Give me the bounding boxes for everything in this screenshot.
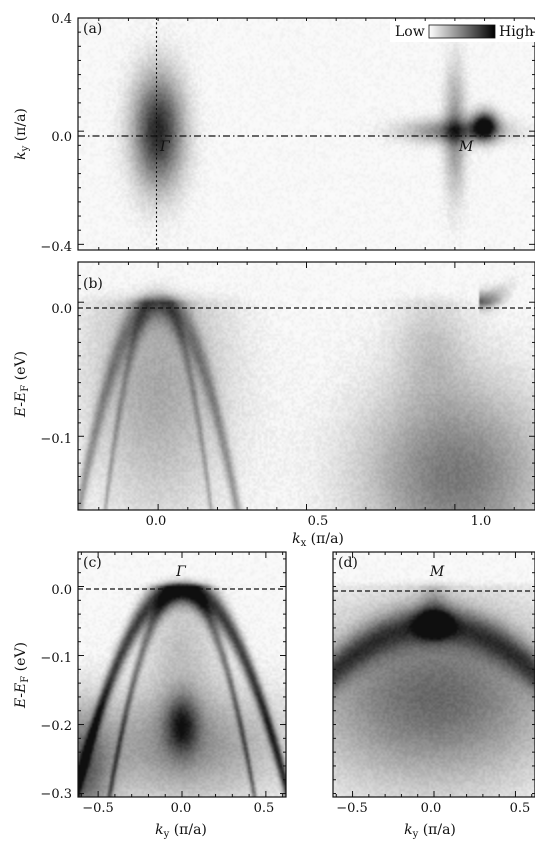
panel-a-heatmap xyxy=(78,18,535,250)
panel-b-xtick-label: 1.0 xyxy=(471,514,492,529)
panel-d-xtick-label: −0.5 xyxy=(336,801,368,816)
panel-b-heatmap xyxy=(78,262,535,510)
panel-d-xtick-label: 0.5 xyxy=(510,801,531,816)
panel-b-ytick-label: −0.1 xyxy=(40,432,72,447)
panel-a-yticks: 0.4 0.0 −0.4 xyxy=(40,12,72,255)
panel-c-label: (c) xyxy=(83,555,102,571)
panel-c: (c) Γ 0.0 −0.1 −0.2 −0.3 −0.5 0.0 0.5 ky… xyxy=(13,551,287,840)
panel-d-label: (d) xyxy=(338,555,358,571)
panel-b: (b) 0.0 −0.1 0.0 0.5 1.0 kx (π/a) E-EF (… xyxy=(13,261,535,549)
panel-a-ylabel: ky (π/a) xyxy=(13,108,31,160)
panel-c-ytick-label: −0.1 xyxy=(40,651,72,666)
panel-b-label: (b) xyxy=(83,276,103,292)
panel-d: (d) M −0.5 0.0 0.5 ky (π/a) xyxy=(332,551,535,840)
panel-c-xtick-label: 0.0 xyxy=(171,801,192,816)
panel-c-ticks xyxy=(78,552,286,797)
colorbar-high-label: High xyxy=(499,24,534,40)
panel-a-label: (a) xyxy=(83,21,102,37)
panel-d-xtick-label: 0.0 xyxy=(421,801,442,816)
panel-c-ytick-label: −0.3 xyxy=(40,787,72,802)
panel-b-xtick-label: 0.0 xyxy=(146,514,167,529)
panel-a-ytick-label: 0.0 xyxy=(51,130,72,145)
panel-d-title: M xyxy=(429,564,445,580)
colorbar-low-label: Low xyxy=(395,24,425,40)
m-point-label: M xyxy=(458,139,474,155)
panel-b-xlabel: kx (π/a) xyxy=(292,531,344,549)
panel-b-ylabel: E-EF (eV) xyxy=(13,351,31,418)
panel-c-xtick-label: −0.5 xyxy=(82,801,114,816)
panel-c-ytick-label: 0.0 xyxy=(51,583,72,598)
panel-a: (a) Γ M Low High 0.4 0.0 −0.4 ky (π/a) xyxy=(13,12,535,255)
panel-c-heatmap xyxy=(78,552,286,797)
panel-b-ytick-label: 0.0 xyxy=(51,302,72,317)
panel-b-xtick-label: 0.5 xyxy=(308,514,329,529)
colorbar: Low High xyxy=(390,20,535,42)
panel-b-ticks xyxy=(78,261,535,510)
panel-d-heatmap xyxy=(333,552,535,797)
panel-d-xticks: −0.5 0.0 0.5 xyxy=(336,801,530,816)
colorbar-gradient xyxy=(428,24,496,39)
panel-a-ytick-label: −0.4 xyxy=(40,240,72,255)
panel-d-xlabel: ky (π/a) xyxy=(404,822,456,840)
panel-c-ytick-label: −0.2 xyxy=(40,719,72,734)
panel-b-xticks: 0.0 0.5 1.0 xyxy=(146,514,492,529)
panel-c-ylabel: E-EF (eV) xyxy=(13,642,31,709)
panel-c-yticks: 0.0 −0.1 −0.2 −0.3 xyxy=(40,583,72,802)
gamma-point-label: Γ xyxy=(159,139,171,155)
panel-b-yticks: 0.0 −0.1 xyxy=(40,302,72,447)
panel-a-ytick-label: 0.4 xyxy=(51,12,72,27)
panel-c-xtick-label: 0.5 xyxy=(254,801,275,816)
panel-c-xticks: −0.5 0.0 0.5 xyxy=(82,801,274,816)
panel-c-title: Γ xyxy=(175,564,187,580)
panel-c-xlabel: ky (π/a) xyxy=(155,822,207,840)
